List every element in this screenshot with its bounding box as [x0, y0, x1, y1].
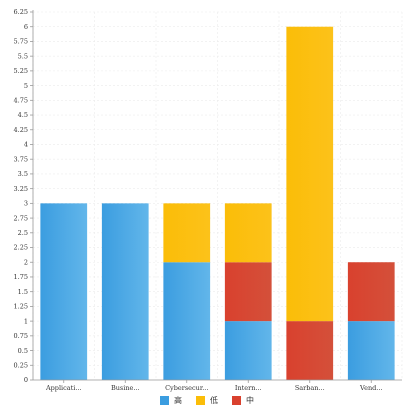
y-tick-label: 5	[24, 82, 28, 90]
y-tick-label: 0.5	[18, 347, 28, 355]
y-tick-label: 4.5	[18, 111, 28, 119]
bar-segment[interactable]	[224, 262, 272, 322]
y-tick-label: 5.25	[14, 67, 28, 75]
y-tick-label: 1.5	[18, 288, 28, 296]
legend-item[interactable]: 低	[196, 395, 218, 406]
y-tick-label: 4.25	[14, 126, 28, 134]
y-tick-label: 5.75	[14, 38, 28, 46]
y-tick-label: 4.75	[14, 97, 28, 105]
x-tick-label: Intern...	[235, 384, 262, 392]
legend-label: 高	[174, 395, 182, 405]
legend: 高低中	[0, 393, 414, 407]
bar-segment[interactable]	[347, 321, 395, 380]
y-tick-label: 6.25	[14, 8, 28, 16]
y-tick-label: 0.25	[14, 361, 28, 369]
y-tick-label: 3.75	[14, 155, 28, 163]
y-tick-label: 0.75	[14, 332, 28, 340]
bar-segment[interactable]	[101, 203, 149, 380]
bar-segment[interactable]	[40, 203, 88, 380]
bars	[40, 26, 395, 380]
y-tick-label: 1.25	[14, 303, 28, 311]
bar-segment[interactable]	[163, 203, 211, 263]
x-tick-label: Cybersecur...	[165, 384, 208, 392]
y-tick-label: 2	[24, 258, 28, 266]
x-tick-label: Vend...	[359, 384, 383, 392]
bar-segment[interactable]	[224, 321, 272, 380]
y-tick-label: 6	[24, 23, 28, 31]
bar-segment[interactable]	[224, 203, 272, 263]
legend-item[interactable]: 高	[160, 395, 182, 406]
y-tick-label: 1	[24, 317, 28, 325]
x-tick-label: Busine...	[111, 384, 140, 392]
legend-label: 低	[210, 395, 218, 405]
bar-segment[interactable]	[286, 26, 334, 322]
x-tick-label: Sarban...	[295, 384, 325, 392]
bar-segment[interactable]	[163, 262, 211, 380]
y-tick-label: 3	[24, 200, 28, 208]
y-tick-label: 4	[24, 141, 28, 149]
legend-swatch	[196, 395, 205, 405]
bar-segment[interactable]	[286, 321, 334, 380]
y-tick-label: 0	[24, 376, 28, 384]
stacked-bar-chart: 0 0.25 0.5 0.75 1 1.25 1.5 1.75 2 2.25 2.5 2.75 3 3.2…	[14, 8, 403, 392]
legend-swatch	[160, 395, 169, 405]
y-tick-label: 2.5	[18, 229, 28, 237]
y-tick-label: 2.75	[14, 214, 28, 222]
y-tick-label: 3.25	[14, 185, 28, 193]
legend-label: 中	[246, 395, 254, 405]
grid-lines	[32, 11, 403, 381]
x-tick-label: Applicati...	[45, 384, 82, 392]
y-tick-label: 5.5	[18, 52, 28, 60]
legend-item[interactable]: 中	[232, 395, 254, 406]
y-tick-label: 1.75	[14, 273, 28, 281]
x-axis: Applicati... Busine... Cybersecur... Intern…	[33, 379, 402, 392]
y-tick-label: 3.5	[18, 170, 28, 178]
legend-swatch	[232, 395, 241, 405]
y-axis: 0 0.25 0.5 0.75 1 1.25 1.5 1.75 2 2.25 2.5 2.75 3 3.2…	[14, 8, 34, 384]
y-tick-label: 2.25	[14, 244, 28, 252]
bar-segment[interactable]	[347, 262, 395, 322]
